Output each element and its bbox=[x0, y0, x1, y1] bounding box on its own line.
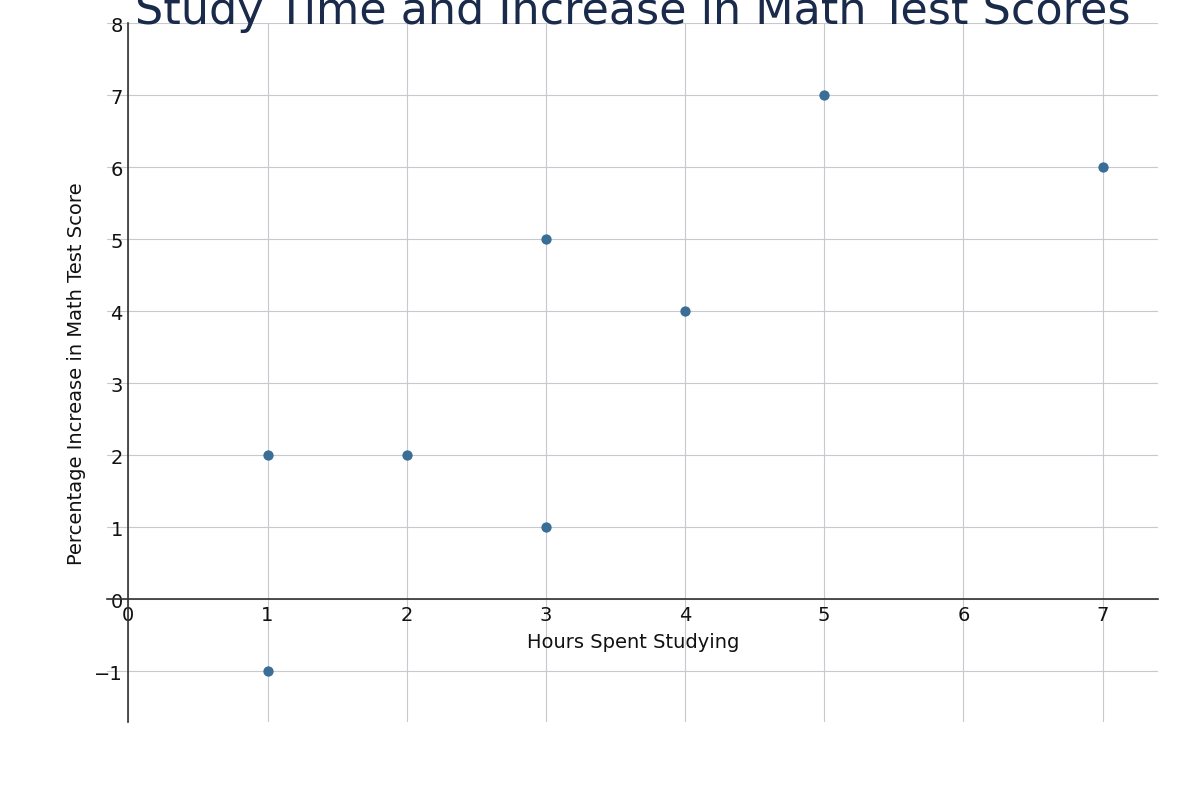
Point bbox=[398, 449, 417, 462]
Point bbox=[676, 306, 695, 318]
Point bbox=[536, 233, 555, 246]
Point bbox=[258, 449, 277, 462]
Title: Study Time and Increase in Math Test Scores: Study Time and Increase in Math Test Sco… bbox=[135, 0, 1131, 33]
Y-axis label: Percentage Increase in Math Test Score: Percentage Increase in Math Test Score bbox=[67, 182, 86, 564]
X-axis label: Hours Spent Studying: Hours Spent Studying bbox=[527, 632, 739, 651]
Point bbox=[814, 90, 833, 103]
Point bbox=[1093, 161, 1112, 174]
Point bbox=[258, 665, 277, 678]
Point bbox=[536, 521, 555, 534]
